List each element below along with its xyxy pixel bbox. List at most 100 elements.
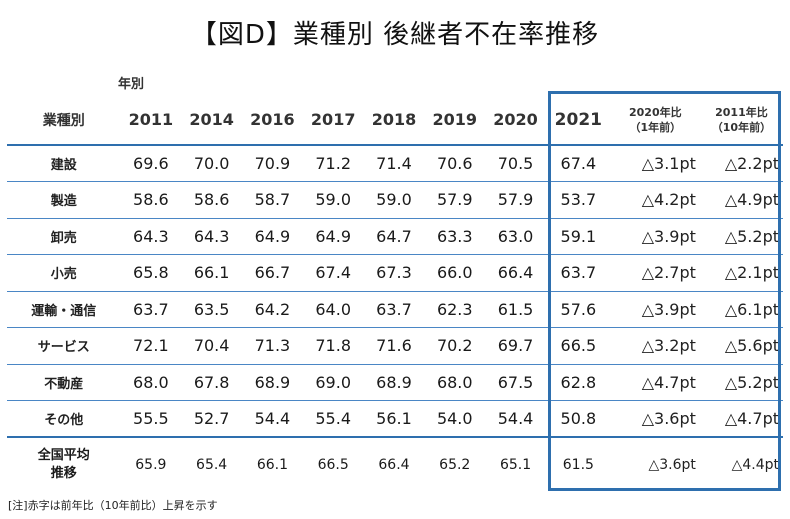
table-row: サービス 72.1 70.4 71.3 71.8 71.6 70.2 69.7 66.5 △3.2… <box>7 327 783 365</box>
year-value: 64.3 <box>120 218 182 255</box>
year-value: 63.5 <box>181 291 243 328</box>
year-value: 72.1 <box>120 327 182 365</box>
current-value: 67.4 <box>545 145 611 182</box>
year-value: 66.7 <box>242 254 303 292</box>
diff1-header-line2: （1年前） <box>629 120 682 134</box>
diff2-value: △4.9pt <box>699 181 783 219</box>
year-value: 67.8 <box>181 364 243 401</box>
figure-title: 【図D】業種別 後継者不在率推移 <box>190 20 600 50</box>
table-row: 製造 58.6 58.6 58.7 59.0 59.0 57.9 57.9 53.7 △4.2pt… <box>7 181 783 219</box>
average-row: 全国平均 推移 65.9 65.4 66.1 66.5 66.4 65.2 65.… <box>7 436 783 491</box>
diff1-value: △3.1pt <box>610 145 700 182</box>
year-value: 54.4 <box>485 400 546 438</box>
year-header: 2014 <box>181 95 243 146</box>
current-value: 53.7 <box>545 181 611 219</box>
average-value: 66.4 <box>363 436 425 491</box>
diff1-header: 2020年比 （1年前） <box>610 95 700 146</box>
year-value: 62.3 <box>424 291 486 328</box>
year-value: 69.0 <box>302 364 364 401</box>
year-value: 64.2 <box>242 291 303 328</box>
average-label-line1: 全国平均 <box>37 447 90 463</box>
year-value: 54.0 <box>424 400 486 438</box>
average-label: 全国平均 推移 <box>7 436 121 491</box>
year-value: 56.1 <box>363 400 425 438</box>
average-value: 65.4 <box>181 436 243 491</box>
industry-name: 製造 <box>7 181 121 219</box>
year-value: 64.9 <box>242 218 303 255</box>
year-value: 71.6 <box>363 327 425 365</box>
diff2-value: △5.2pt <box>699 364 783 401</box>
header-row: 業種別 2011 2014 2016 2017 2018 2019 2020 2… <box>7 95 783 146</box>
year-value: 58.6 <box>120 181 182 219</box>
average-label-line2: 推移 <box>50 465 77 481</box>
diff1-header-line1: 2020年比 <box>629 105 682 119</box>
year-value: 70.9 <box>242 145 303 182</box>
diff1-value: △4.2pt <box>610 181 700 219</box>
year-value: 64.9 <box>302 218 364 255</box>
year-header: 2019 <box>424 95 486 146</box>
year-header: 2016 <box>242 95 303 146</box>
year-value: 66.4 <box>485 254 546 292</box>
year-value: 55.5 <box>120 400 182 438</box>
year-value: 70.2 <box>424 327 486 365</box>
average-value: 66.1 <box>242 436 303 491</box>
year-value: 57.9 <box>424 181 486 219</box>
year-value: 58.7 <box>242 181 303 219</box>
current-value: 63.7 <box>545 254 611 292</box>
average-value: 66.5 <box>302 436 364 491</box>
year-value: 69.7 <box>485 327 546 365</box>
diff1-value: △2.7pt <box>610 254 700 292</box>
year-value: 63.7 <box>120 291 182 328</box>
year-value: 61.5 <box>485 291 546 328</box>
year-value: 63.7 <box>363 291 425 328</box>
year-value: 65.8 <box>120 254 182 292</box>
year-value: 71.2 <box>302 145 364 182</box>
year-header: 2011 <box>120 95 182 146</box>
year-value: 69.6 <box>120 145 182 182</box>
year-header: 2018 <box>363 95 425 146</box>
current-value: 59.1 <box>545 218 611 255</box>
industry-name: 小売 <box>7 254 121 292</box>
year-value: 59.0 <box>363 181 425 219</box>
year-value: 59.0 <box>302 181 364 219</box>
year-value: 66.1 <box>181 254 243 292</box>
year-value: 67.4 <box>302 254 364 292</box>
diff1-value: △3.2pt <box>610 327 700 365</box>
table-row: その他 55.5 52.7 54.4 55.4 56.1 54.0 54.4 50.8 △3.6p… <box>7 400 783 438</box>
industry-name: 不動産 <box>7 364 121 401</box>
diff2-header: 2011年比 （10年前） <box>699 95 783 146</box>
industry-name: 建設 <box>7 145 121 182</box>
table-row: 卸売 64.3 64.3 64.9 64.9 64.7 63.3 63.0 59.1 △3.9pt… <box>7 218 783 255</box>
current-value: 66.5 <box>545 327 611 365</box>
year-value: 71.3 <box>242 327 303 365</box>
industry-name: 卸売 <box>7 218 121 255</box>
year-value: 67.5 <box>485 364 546 401</box>
year-value: 54.4 <box>242 400 303 438</box>
year-value: 68.0 <box>424 364 486 401</box>
industry-name: サービス <box>7 327 121 365</box>
year-value: 63.0 <box>485 218 546 255</box>
year-value: 57.9 <box>485 181 546 219</box>
diff1-value: △3.9pt <box>610 218 700 255</box>
year-value: 70.0 <box>181 145 243 182</box>
footnote: [注]赤字は前年比（10年前比）上昇を示す <box>8 499 218 512</box>
year-value: 64.7 <box>363 218 425 255</box>
year-value: 70.4 <box>181 327 243 365</box>
year-value: 58.6 <box>181 181 243 219</box>
industry-name: その他 <box>7 400 121 438</box>
year-value: 68.0 <box>120 364 182 401</box>
diff1-value: △4.7pt <box>610 364 700 401</box>
current-value: 62.8 <box>545 364 611 401</box>
year-value: 71.4 <box>363 145 425 182</box>
year-value: 68.9 <box>363 364 425 401</box>
average-value: 65.1 <box>485 436 546 491</box>
current-year-header: 2021 <box>545 95 611 146</box>
industry-name: 運輸・通信 <box>7 291 121 328</box>
average-diff1: △3.6pt <box>610 436 700 491</box>
table-row: 不動産 68.0 67.8 68.9 69.0 68.9 68.0 67.5 62.8 △4.7p… <box>7 364 783 401</box>
diff2-value: △2.1pt <box>699 254 783 292</box>
year-value: 66.0 <box>424 254 486 292</box>
diff2-value: △2.2pt <box>699 145 783 182</box>
year-header: 2020 <box>485 95 546 146</box>
table-row: 建設 69.6 70.0 70.9 71.2 71.4 70.6 70.5 67.4 △3.1pt… <box>7 145 783 182</box>
